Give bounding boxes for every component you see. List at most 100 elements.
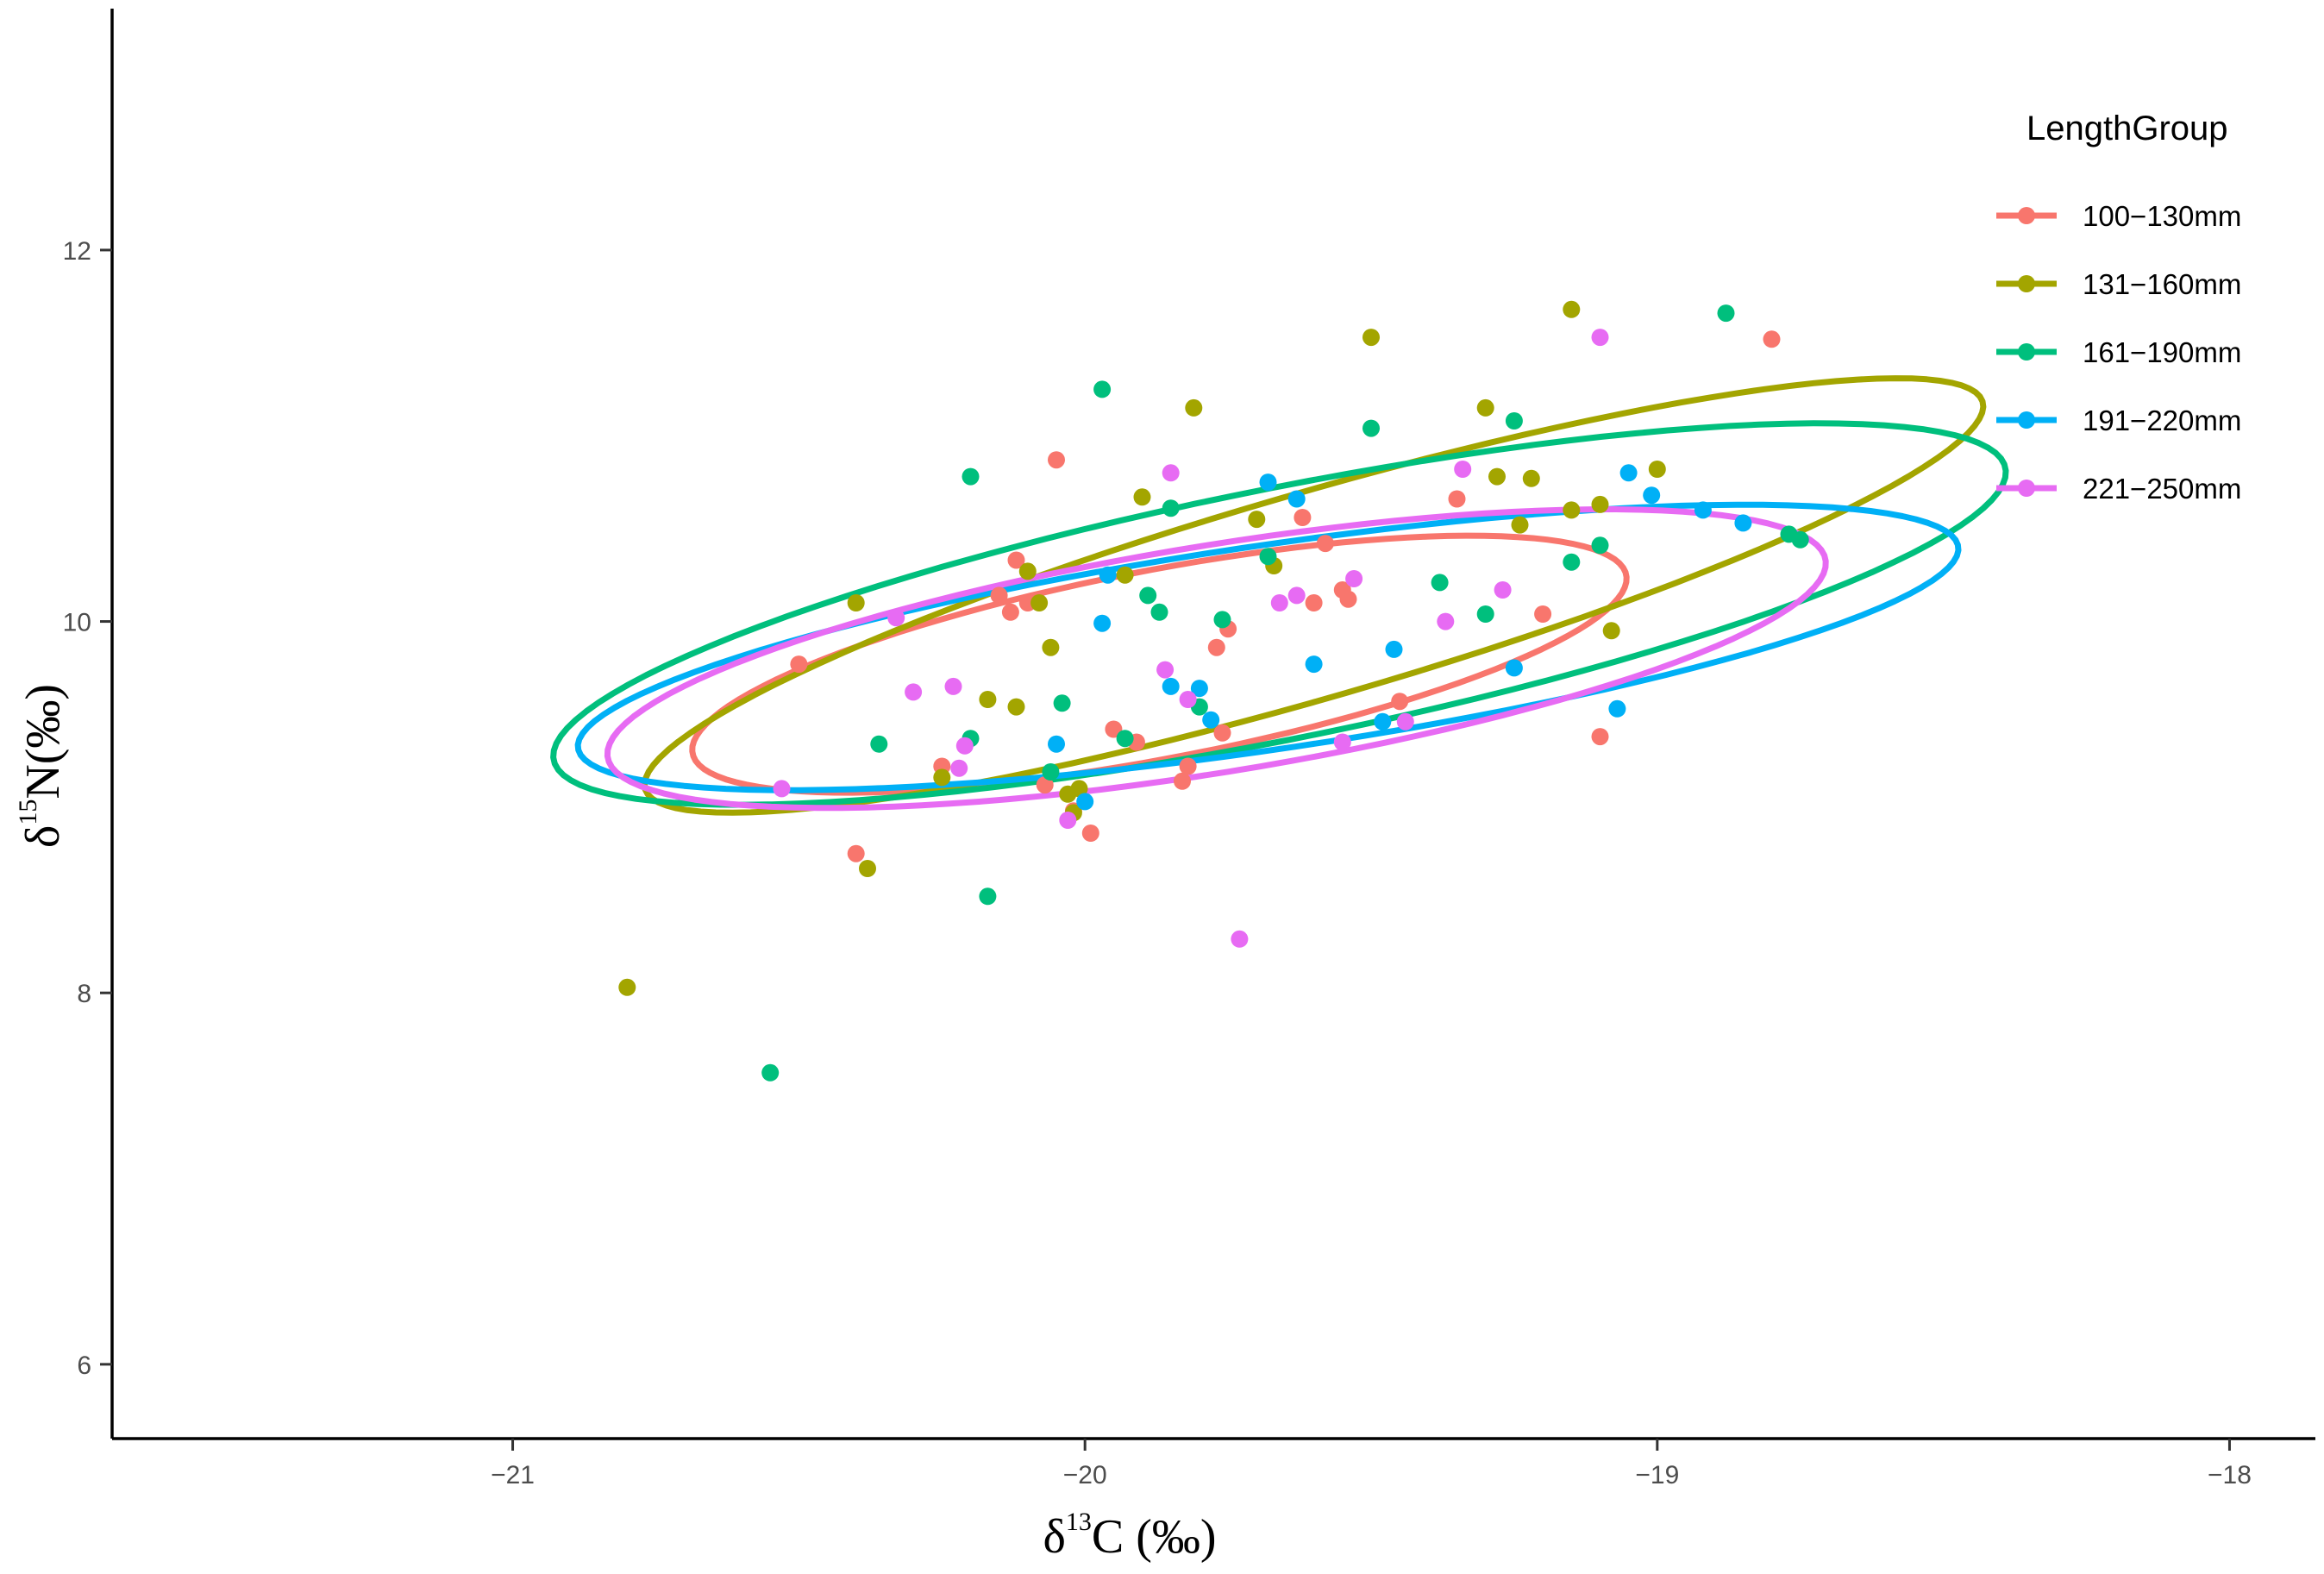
legend-label: 131−160mm [2083, 268, 2241, 300]
series-131-160mm [618, 300, 1666, 996]
data-point [1454, 461, 1472, 478]
data-point [1179, 691, 1197, 708]
data-point [1316, 535, 1334, 553]
series-100-130mm [790, 330, 1781, 862]
data-point [1018, 562, 1037, 580]
data-point [1333, 733, 1351, 751]
x-axis-ticks: −21 −20 −19 −18 [491, 1439, 2252, 1489]
data-point [955, 737, 974, 755]
data-point [905, 683, 923, 701]
data-point [944, 677, 962, 695]
legend-item-191-220mm: 191−220mm [1996, 404, 2241, 436]
legend-key-point [2018, 411, 2035, 429]
data-point [1213, 611, 1231, 629]
legend-items: 100−130mm 131−160mm 161−190mm 191−220mm 221−… [1996, 200, 2241, 505]
data-point [1270, 594, 1288, 611]
data-point [1476, 605, 1494, 623]
data-point [979, 691, 997, 708]
data-point [1717, 304, 1735, 323]
data-point [1007, 551, 1025, 569]
data-point [1190, 680, 1208, 698]
y-axis-ticks: 6 8 10 12 [63, 237, 112, 1380]
data-point [1162, 464, 1180, 482]
data-point [1734, 514, 1752, 532]
data-point [1591, 536, 1609, 555]
data-point [1305, 655, 1323, 674]
data-point [1076, 793, 1094, 811]
data-point [1059, 812, 1077, 829]
data-point [1488, 467, 1506, 486]
data-point [1619, 464, 1638, 482]
series-191-220mm [1048, 464, 1752, 811]
data-point [1791, 530, 1809, 549]
data-point [790, 655, 808, 674]
data-point [1591, 329, 1609, 347]
data-point [1505, 412, 1523, 430]
data-point [1259, 548, 1277, 566]
data-point [1345, 570, 1363, 587]
data-point [1048, 451, 1065, 469]
data-point [1093, 614, 1112, 632]
data-point [1162, 499, 1180, 517]
data-point [1248, 511, 1266, 529]
legend-label: 191−220mm [2083, 404, 2241, 436]
data-point [1505, 659, 1523, 677]
data-point [870, 735, 888, 753]
data-point [1437, 612, 1455, 630]
y-tick-label: 6 [77, 1351, 91, 1380]
data-point [887, 609, 905, 627]
legend-key-point [2018, 207, 2035, 224]
legend: LengthGroup 100−130mm 131−160mm 161−190mm 1… [1996, 110, 2241, 505]
x-tick-label: −18 [2208, 1461, 2252, 1489]
data-point [1591, 728, 1609, 746]
x-axis-title: δ13C (‰) [1043, 1508, 1216, 1564]
legend-title: LengthGroup [2026, 110, 2228, 147]
y-tick-label: 8 [77, 980, 91, 1008]
data-point [1042, 763, 1060, 781]
data-point [1139, 586, 1157, 605]
data-point [1391, 693, 1409, 711]
data-point [1591, 495, 1609, 513]
data-point [1648, 461, 1666, 478]
data-point [1179, 757, 1197, 775]
data-point [859, 860, 876, 877]
legend-label: 100−130mm [2083, 200, 2241, 232]
data-point [1116, 730, 1134, 748]
data-point [1287, 490, 1306, 508]
data-point [1763, 330, 1781, 348]
y-axis-title: δ15N(‰) [14, 684, 70, 848]
data-point [1511, 516, 1529, 534]
data-point [1174, 772, 1191, 790]
data-point [847, 844, 865, 862]
legend-key-point [2018, 343, 2035, 361]
x-axis-title-symbol: δ [1043, 1510, 1065, 1564]
ellipse-221-250mm [604, 506, 1829, 812]
data-point [1036, 776, 1054, 794]
data-point [1305, 594, 1323, 611]
data-point [1133, 488, 1151, 506]
legend-label: 161−190mm [2083, 336, 2241, 368]
data-point [1162, 677, 1180, 695]
data-point [1643, 486, 1661, 505]
data-point [1563, 300, 1581, 318]
data-point [1042, 638, 1060, 656]
y-axis-title-superscript: 15 [14, 800, 42, 825]
data-point [1213, 724, 1231, 742]
data-points [618, 300, 1809, 1082]
data-point [1207, 638, 1225, 656]
x-tick-label: −21 [491, 1461, 535, 1489]
data-point [1339, 590, 1357, 608]
data-point [1287, 586, 1306, 605]
data-point [1608, 699, 1626, 718]
data-point [1534, 605, 1552, 623]
legend-item-131-160mm: 131−160mm [1996, 268, 2241, 300]
data-point [1048, 735, 1065, 753]
y-tick-label: 10 [63, 609, 91, 637]
data-point [1202, 711, 1220, 729]
data-point [1374, 712, 1392, 731]
data-point [1694, 501, 1712, 519]
x-tick-label: −19 [1635, 1461, 1679, 1489]
x-tick-label: −20 [1063, 1461, 1107, 1489]
data-point [773, 780, 791, 798]
data-point [1001, 603, 1019, 621]
